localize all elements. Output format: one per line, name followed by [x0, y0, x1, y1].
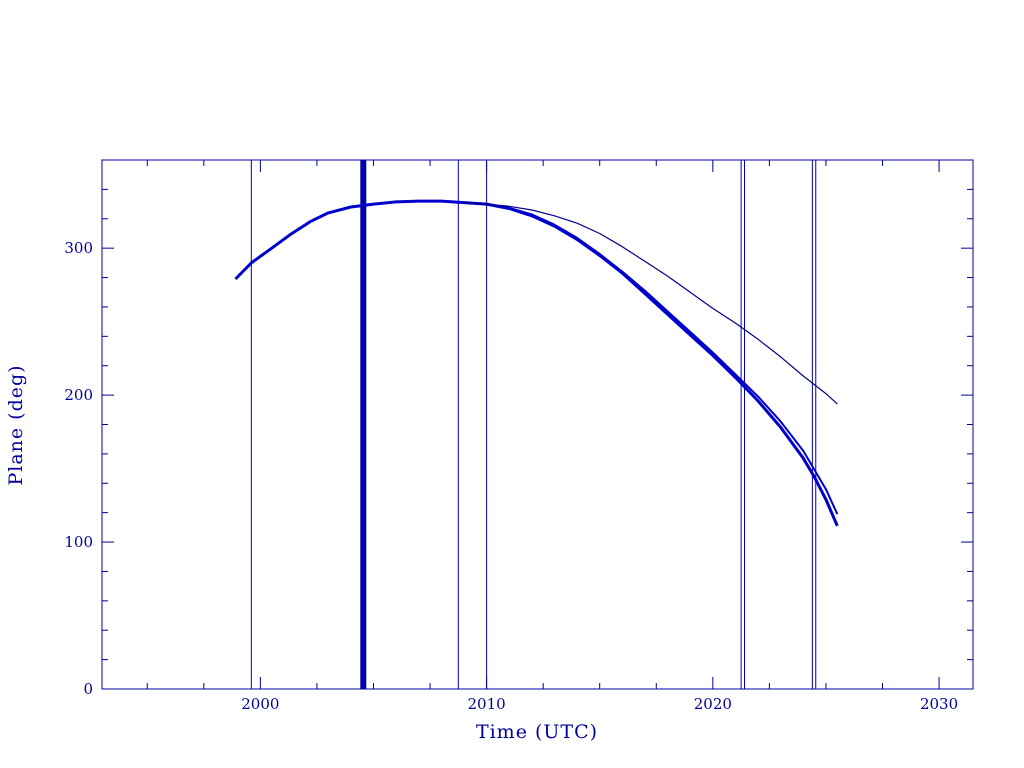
series-lines: [234, 199, 839, 527]
x-tick-label-2020: 2020: [694, 695, 732, 713]
vertical-markers: [250, 160, 817, 689]
y-tick-label-0: 0: [83, 680, 93, 698]
x-tick-label-2030: 2030: [920, 695, 958, 713]
series-line-2: [350, 200, 839, 515]
series-line-3: [463, 202, 838, 405]
y-tick-label-300: 300: [64, 239, 93, 257]
plot-frame: [101, 159, 974, 690]
x-tick-label-2000: 2000: [241, 695, 279, 713]
y-tick-label-200: 200: [64, 386, 93, 404]
x-tick-label-2010: 2010: [468, 695, 506, 713]
y-tick-label-100: 100: [64, 533, 93, 551]
x-axis-title: Time (UTC): [476, 721, 598, 743]
series-line-1: [234, 199, 839, 527]
tick-labels: 2000 2010 2020 2030 0 100 200 300: [64, 239, 958, 713]
axis-ticks: [102, 160, 973, 689]
y-axis-title: Plane (deg): [5, 364, 27, 485]
